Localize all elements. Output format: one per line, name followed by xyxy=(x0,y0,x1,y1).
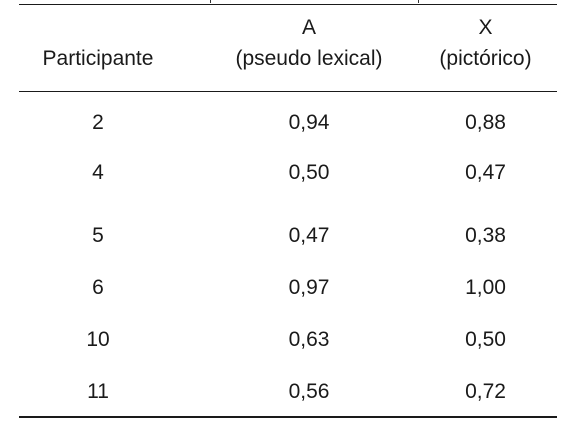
data-table: A X Participante (pseudo lexical) (pictó… xyxy=(19,0,557,418)
cell-participant: 2 xyxy=(92,111,104,134)
cell-a: 0,63 xyxy=(288,328,330,351)
cell-x: 0,47 xyxy=(465,161,506,184)
cell-x: 0,38 xyxy=(465,224,506,247)
cell-x: 0,88 xyxy=(465,111,506,134)
header-participant: Participante xyxy=(42,47,154,70)
cell-a: 0,94 xyxy=(288,111,330,134)
header-col-a-subtitle: (pseudo lexical) xyxy=(235,47,383,70)
table-top-rule xyxy=(19,4,557,5)
cell-participant: 4 xyxy=(92,161,104,184)
column-tick xyxy=(210,0,211,3)
cell-participant: 11 xyxy=(87,380,109,403)
cell-participant: 10 xyxy=(86,328,110,351)
cell-x: 0,72 xyxy=(465,380,506,403)
table-header-rule xyxy=(19,91,557,92)
table-bottom-rule xyxy=(19,416,557,418)
cell-x: 0,50 xyxy=(465,328,506,351)
cell-participant: 5 xyxy=(92,224,104,247)
header-col-a-title: A xyxy=(301,16,316,39)
cell-a: 0,47 xyxy=(288,224,330,247)
cell-a: 0,50 xyxy=(288,161,330,184)
cell-a: 0,56 xyxy=(288,380,330,403)
cell-x: 1,00 xyxy=(465,276,506,299)
column-tick xyxy=(418,0,419,3)
cell-participant: 6 xyxy=(92,276,104,299)
header-col-x-subtitle: (pictórico) xyxy=(439,47,532,70)
cell-a: 0,97 xyxy=(288,276,330,299)
header-col-x-title: X xyxy=(478,16,493,39)
